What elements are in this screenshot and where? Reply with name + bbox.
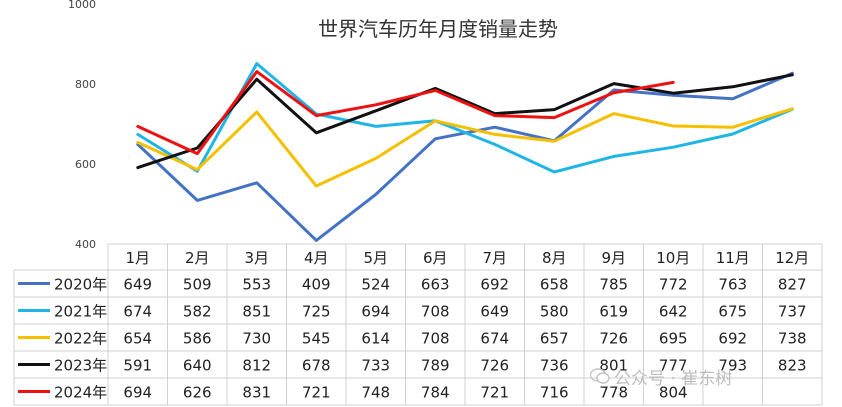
table-cell-value: 654 [123, 330, 152, 348]
x-category-label: 10月 [656, 249, 690, 267]
table-cell-value: 678 [302, 357, 331, 375]
table-cell-value: 721 [480, 384, 509, 402]
table-cell-value: 524 [361, 276, 390, 294]
legend-label: 2021年 [54, 303, 107, 321]
table-cell-value: 716 [540, 384, 569, 402]
table-cell-value: 545 [302, 330, 331, 348]
series-line [136, 107, 794, 188]
table-cell-value: 851 [242, 303, 271, 321]
table-cell-value: 726 [599, 330, 628, 348]
table-cell-value: 649 [480, 303, 509, 321]
table-cell-value: 726 [480, 357, 509, 375]
x-category-label: 8月 [542, 249, 567, 267]
table-cell-value: 580 [540, 303, 569, 321]
legend-label: 2022年 [54, 330, 107, 348]
series-line [136, 70, 675, 156]
table-cell-value: 674 [480, 330, 509, 348]
table-cell-value: 736 [540, 357, 569, 375]
x-category-label: 9月 [601, 249, 626, 267]
table-cell-value: 695 [659, 330, 688, 348]
table-cell-value: 748 [361, 384, 390, 402]
table-cell-value: 509 [183, 276, 212, 294]
table-cell-value: 642 [659, 303, 688, 321]
table-cell-value: 725 [302, 303, 331, 321]
x-category-label: 3月 [244, 249, 269, 267]
x-category-label: 4月 [304, 249, 329, 267]
table-cell-value: 619 [599, 303, 628, 321]
table-cell-value: 738 [778, 330, 807, 348]
series-line [136, 73, 794, 170]
table-cell-value: 586 [183, 330, 212, 348]
table-cell-value: 626 [183, 384, 212, 402]
table-cell-value: 730 [242, 330, 271, 348]
table-cell-value: 658 [540, 276, 569, 294]
table-cell-value: 772 [659, 276, 688, 294]
x-category-label: 2月 [185, 249, 210, 267]
table-cell-value: 789 [421, 357, 450, 375]
table-cell-value: 663 [421, 276, 450, 294]
table-cell-value: 804 [659, 384, 688, 402]
y-tick-label: 800 [75, 78, 96, 91]
table-cell-value: 733 [361, 357, 390, 375]
table-cell-value: 827 [778, 276, 807, 294]
legend-label: 2020年 [54, 276, 107, 294]
table-cell-value: 823 [778, 357, 807, 375]
table-cell-value: 721 [302, 384, 331, 402]
x-category-label: 11月 [716, 249, 750, 267]
table-cell-value: 793 [718, 357, 747, 375]
table-cell-value: 553 [242, 276, 271, 294]
table-cell-value: 708 [421, 303, 450, 321]
watermark-text: 公众号 · 崔东树 [614, 369, 733, 389]
table-cell-value: 708 [421, 330, 450, 348]
table-cell-value: 614 [361, 330, 390, 348]
x-category-label: 12月 [775, 249, 809, 267]
legend-label: 2023年 [54, 357, 107, 375]
legend-label: 2024年 [54, 384, 107, 402]
table-cell-value: 640 [183, 357, 212, 375]
table-cell-value: 831 [242, 384, 271, 402]
table-cell-value: 591 [123, 357, 152, 375]
x-category-label: 1月 [125, 249, 150, 267]
table-cell-value: 657 [540, 330, 569, 348]
table-cell-value: 801 [599, 357, 628, 375]
table-cell-value: 763 [718, 276, 747, 294]
wechat-icon [590, 368, 610, 384]
y-tick-label: 600 [75, 158, 96, 171]
table-cell-value: 409 [302, 276, 331, 294]
table-cell-value: 812 [242, 357, 271, 375]
table-cell-value: 694 [123, 384, 152, 402]
table-cell-value: 692 [480, 276, 509, 294]
y-tick-label: 400 [75, 238, 96, 251]
table-cell-value: 694 [361, 303, 390, 321]
x-category-label: 6月 [423, 249, 448, 267]
table-cell-value: 692 [718, 330, 747, 348]
table-cell-value: 777 [659, 357, 688, 375]
series-line [136, 62, 794, 174]
table-cell-value: 778 [599, 384, 628, 402]
table-cell-value: 737 [778, 303, 807, 321]
table-cell-value: 784 [421, 384, 450, 402]
chart-title: 世界汽车历年月度销量走势 [318, 17, 558, 41]
table-cell-value: 582 [183, 303, 212, 321]
table-cell-value: 675 [718, 303, 747, 321]
table-cell-value: 649 [123, 276, 152, 294]
x-category-label: 7月 [482, 249, 507, 267]
table-cell-value: 674 [123, 303, 152, 321]
y-tick-label: 1000 [68, 0, 96, 11]
table-cell-value: 785 [599, 276, 628, 294]
x-category-label: 5月 [363, 249, 388, 267]
